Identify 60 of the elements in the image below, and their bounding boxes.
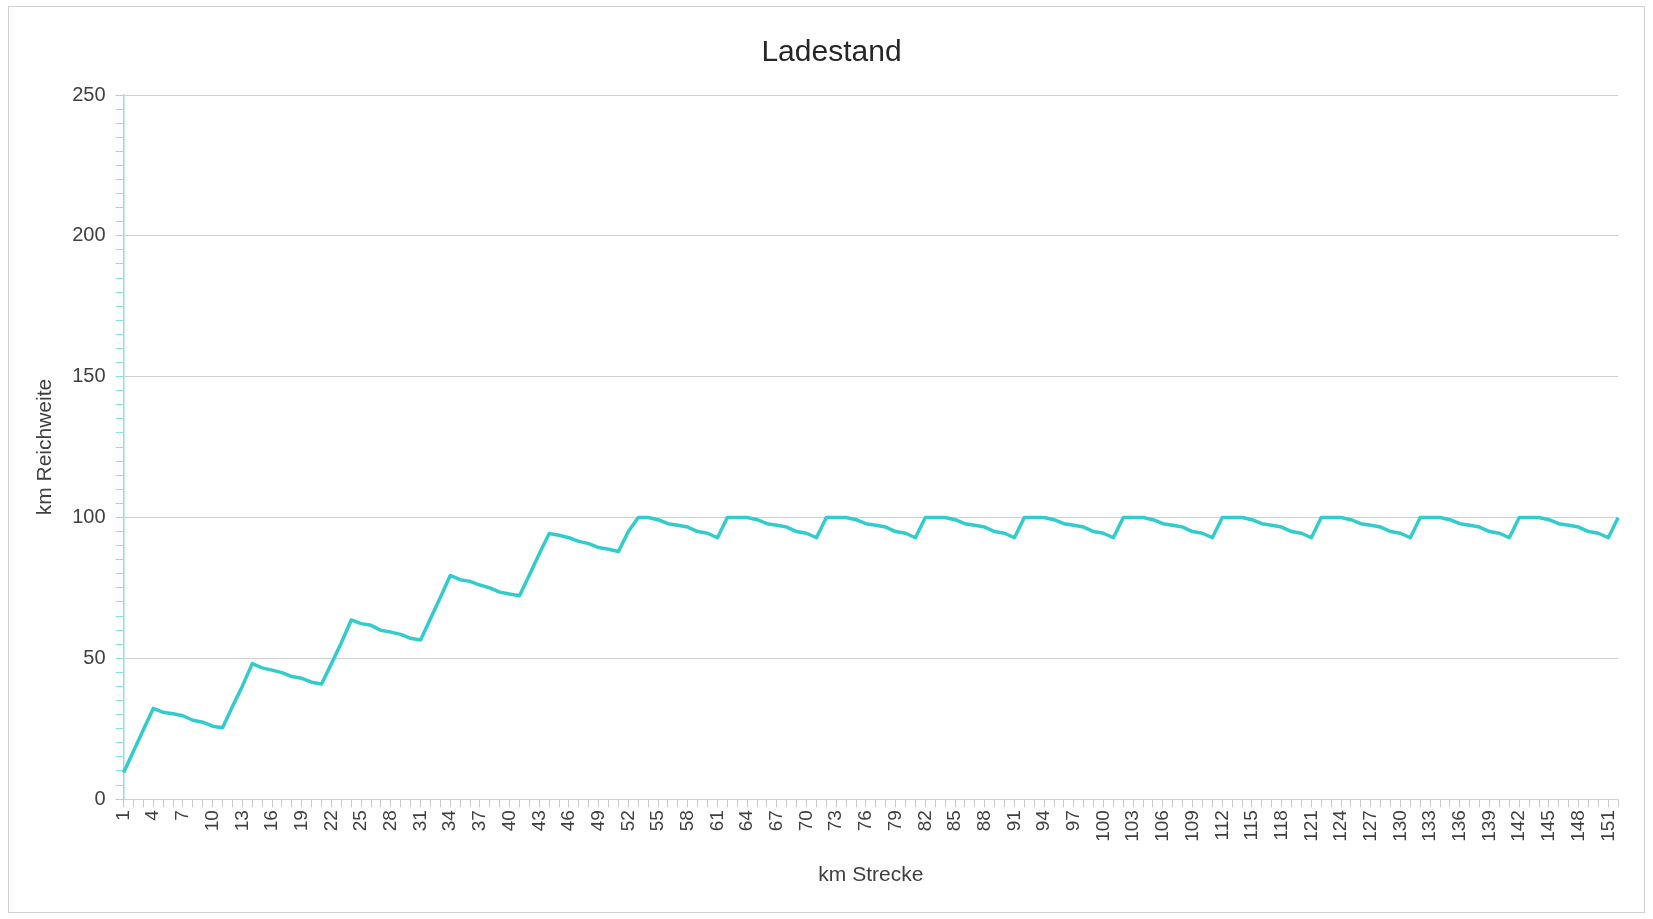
x-tick-label: 121 xyxy=(1299,810,1321,842)
x-tick-label: 73 xyxy=(824,810,846,832)
x-axis-title: km Strecke xyxy=(818,862,924,886)
x-tick-label: 139 xyxy=(1477,810,1499,842)
chart-title: Ladestand xyxy=(761,34,902,68)
x-tick-label: 52 xyxy=(616,810,638,832)
x-tick-label: 19 xyxy=(289,810,311,832)
x-tick-label: 13 xyxy=(230,810,252,832)
x-tick-label: 1 xyxy=(111,810,133,821)
x-tick-label: 118 xyxy=(1269,810,1291,841)
x-tick-label: 16 xyxy=(260,810,282,832)
y-axis-title: km Reichweite xyxy=(32,378,56,516)
x-tick-label: 85 xyxy=(943,810,965,832)
x-tick-label: 100 xyxy=(1091,810,1113,842)
y-tick-label: 200 xyxy=(72,223,106,246)
x-tick-label: 43 xyxy=(527,810,549,832)
x-tick-label: 133 xyxy=(1418,810,1440,842)
x-tick-label: 88 xyxy=(972,810,994,832)
x-tick-label: 7 xyxy=(171,810,193,821)
x-tick-label: 61 xyxy=(705,810,727,832)
y-tick-label: 0 xyxy=(94,786,106,809)
y-tick-label: 150 xyxy=(72,364,106,387)
x-tick-label: 28 xyxy=(379,810,401,832)
x-tick-label: 46 xyxy=(557,810,579,832)
y-tick-label: 250 xyxy=(72,82,106,105)
x-tick-label: 91 xyxy=(1002,810,1024,832)
x-tick-label: 76 xyxy=(854,810,876,832)
x-tick-label: 70 xyxy=(794,810,816,832)
x-tick-label: 124 xyxy=(1329,809,1351,842)
x-tick-label: 142 xyxy=(1507,810,1529,842)
x-tick-label: 55 xyxy=(646,810,668,832)
x-tick-label: 148 xyxy=(1566,810,1588,842)
x-tick-label: 67 xyxy=(765,810,787,832)
x-tick-label: 94 xyxy=(1032,809,1054,832)
x-tick-label: 64 xyxy=(735,809,757,832)
x-tick-label: 40 xyxy=(497,810,519,832)
x-tick-label: 97 xyxy=(1062,810,1084,832)
x-tick-label: 103 xyxy=(1121,810,1143,842)
x-tick-label: 34 xyxy=(438,809,460,832)
x-tick-label: 22 xyxy=(319,810,341,832)
x-tick-label: 130 xyxy=(1388,810,1410,842)
y-tick-label: 100 xyxy=(72,504,106,527)
x-tick-label: 109 xyxy=(1180,810,1202,842)
x-tick-label: 58 xyxy=(676,810,697,832)
x-tick-label: 106 xyxy=(1151,810,1173,842)
x-tick-label: 145 xyxy=(1537,810,1559,842)
x-tick-label: 79 xyxy=(883,810,905,832)
x-tick-label: 115 xyxy=(1240,810,1262,841)
x-tick-label: 82 xyxy=(913,810,935,832)
x-tick-label: 10 xyxy=(200,810,222,832)
x-tick-label: 151 xyxy=(1596,810,1618,842)
x-tick-label: 37 xyxy=(468,810,490,832)
y-tick-label: 50 xyxy=(83,645,106,668)
x-tick-label: 25 xyxy=(349,810,371,832)
x-tick-label: 127 xyxy=(1358,810,1380,842)
x-tick-label: 4 xyxy=(141,809,163,821)
x-tick-label: 112 xyxy=(1210,810,1232,841)
x-tick-label: 49 xyxy=(586,810,608,832)
x-tick-label: 31 xyxy=(408,810,430,832)
x-tick-label: 136 xyxy=(1448,810,1470,842)
